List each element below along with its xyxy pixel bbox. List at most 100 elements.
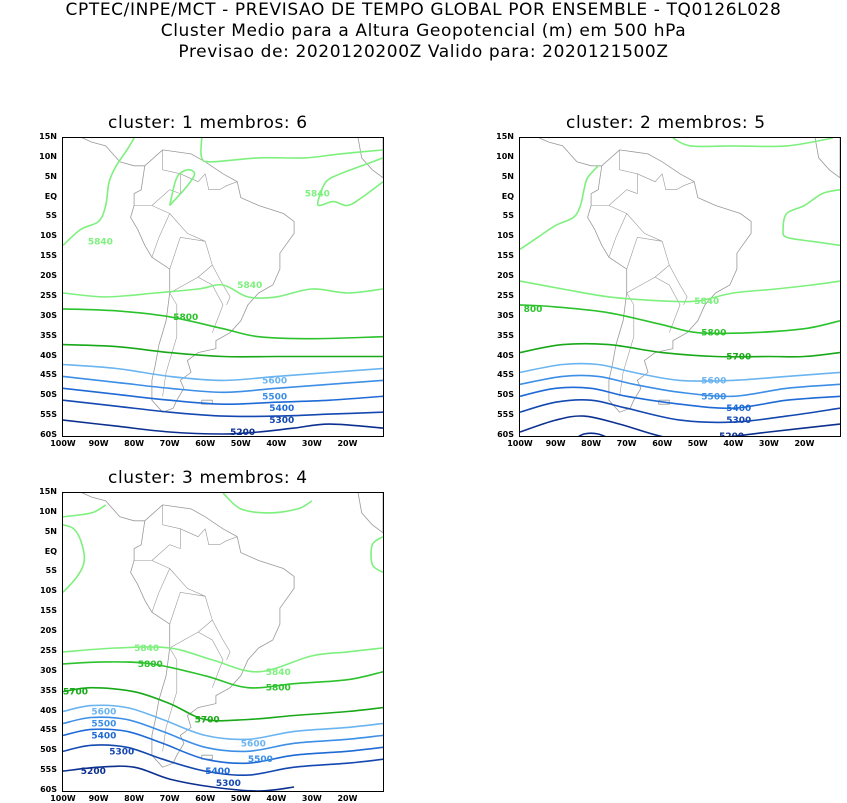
lon-tick-label: 70W	[159, 439, 180, 448]
contour-label: 5700	[726, 353, 751, 363]
contour-line-c5700	[63, 343, 383, 358]
contour-label: 5800	[138, 660, 163, 670]
lat-tick-label: 15S	[40, 606, 57, 616]
contour-line-c5500	[63, 375, 383, 394]
contour-line-c5840	[782, 188, 840, 247]
lon-tick-label: 50W	[230, 439, 251, 448]
lat-tick-label: 15S	[497, 251, 514, 261]
country-border	[134, 205, 171, 258]
lat-tick-label: 5N	[44, 526, 57, 536]
lat-tick-label: 35S	[497, 330, 514, 340]
lon-tick-label: 80W	[124, 439, 145, 448]
country-border	[669, 264, 688, 306]
lon-tick-label: 80W	[124, 794, 145, 803]
contour-label: 5200	[719, 432, 744, 436]
contour-line-c5700	[520, 342, 840, 358]
lon-tick-label: 40W	[266, 439, 287, 448]
contour-line-c5200	[63, 765, 295, 791]
lat-tick-label: 10S	[497, 231, 514, 241]
coastline	[814, 138, 840, 179]
contour-line-c5840	[63, 524, 86, 593]
contour-line-c5700	[63, 686, 383, 722]
lat-tick-label: 5S	[45, 566, 57, 576]
contour-line-c5840	[168, 168, 196, 207]
contour-line-c5300	[63, 744, 383, 777]
country-border	[134, 560, 171, 613]
lat-tick-label: 15N	[496, 132, 514, 141]
country-border	[626, 213, 663, 242]
header-line-1: CPTEC/INPE/MCT - PREVISAO DE TEMPO GLOBA…	[65, 0, 782, 20]
lon-tick-label: 20W	[794, 439, 815, 448]
lat-tick-label: 35S	[40, 685, 57, 695]
panel-title-1: cluster: 1 membros: 6	[108, 113, 308, 133]
contour-line-c5840	[316, 157, 383, 207]
lat-tick-label: 10N	[496, 151, 514, 161]
contour-label: 5840	[88, 237, 113, 247]
lat-tick-label: 5S	[45, 211, 57, 221]
lat-tick-label: 25S	[497, 290, 514, 300]
lat-tick-label: 20S	[40, 626, 57, 636]
contour-line-c5800	[63, 308, 383, 340]
contour-line-c5840	[200, 138, 383, 163]
lon-tick-label: 20W	[337, 794, 358, 803]
country-border	[619, 292, 635, 397]
map-panel-1: 5840 5840 5840 5800 5600 5500 5400 5300 5200	[62, 137, 384, 437]
contour-line-c5600	[63, 704, 383, 741]
lat-tick-label: 60S	[40, 430, 57, 439]
contour-label: 5840	[694, 297, 719, 307]
contour-label: 5840	[266, 668, 291, 678]
lat-tick-label: EQ	[44, 191, 57, 201]
lon-tick-label: 90W	[88, 439, 109, 448]
contour-label: 5600	[91, 708, 116, 718]
lat-tick-label: 30S	[40, 665, 57, 675]
contour-label: 5300	[109, 747, 134, 757]
contour-line-c5200	[577, 432, 606, 436]
country-border	[169, 213, 206, 242]
contour-line-c5200	[520, 415, 840, 436]
lat-tick-label: 10S	[40, 231, 57, 241]
lat-tick-label: EQ	[501, 191, 514, 201]
country-border	[204, 528, 238, 545]
country-border	[654, 276, 681, 333]
lon-tick-label: 50W	[230, 794, 251, 803]
country-border	[151, 149, 181, 206]
contour-line-c5200	[63, 419, 383, 435]
country-border	[591, 205, 628, 258]
contour-label: 5300	[726, 416, 751, 426]
lon-tick-label: 90W	[545, 439, 566, 448]
contour-line-c5400	[63, 728, 383, 765]
lon-tick-label: 50W	[687, 439, 708, 448]
lat-tick-label: EQ	[44, 546, 57, 556]
contour-label: 5400	[205, 767, 230, 777]
lat-tick-label: 15S	[40, 251, 57, 261]
lat-tick-label: 10N	[39, 151, 57, 161]
lon-tick-label: 70W	[159, 794, 180, 803]
contour-label: 5600	[701, 376, 726, 386]
lat-tick-label: 60S	[40, 785, 57, 794]
contour-line-c5800	[520, 304, 840, 335]
lon-tick-label: 30W	[301, 794, 322, 803]
contour-label: 5200	[81, 767, 106, 777]
coastline	[130, 504, 295, 768]
contour-label: 5840	[237, 281, 262, 291]
contour-label: 5840	[134, 644, 159, 654]
lat-tick-label: 5N	[501, 171, 514, 181]
contour-label: 5800	[701, 329, 726, 339]
contour-label: 5500	[248, 755, 273, 765]
coastline	[587, 149, 752, 413]
lon-tick-label: 20W	[337, 439, 358, 448]
country-border	[169, 568, 206, 597]
lat-tick-label: 10S	[40, 586, 57, 596]
country-border	[608, 149, 638, 206]
lat-tick-label: 5S	[502, 211, 514, 221]
contour-label: 5500	[91, 720, 116, 730]
contour-label: 5400	[91, 731, 116, 741]
lat-tick-label: 40S	[497, 350, 514, 360]
country-border	[197, 631, 224, 688]
contour-line-c5840	[63, 138, 135, 246]
lat-tick-label: 50S	[40, 745, 57, 755]
header-line-3: Previsao de: 2020120200Z Valido para: 20…	[178, 42, 669, 62]
lat-tick-label: 55S	[497, 410, 514, 420]
coastline	[63, 138, 145, 167]
